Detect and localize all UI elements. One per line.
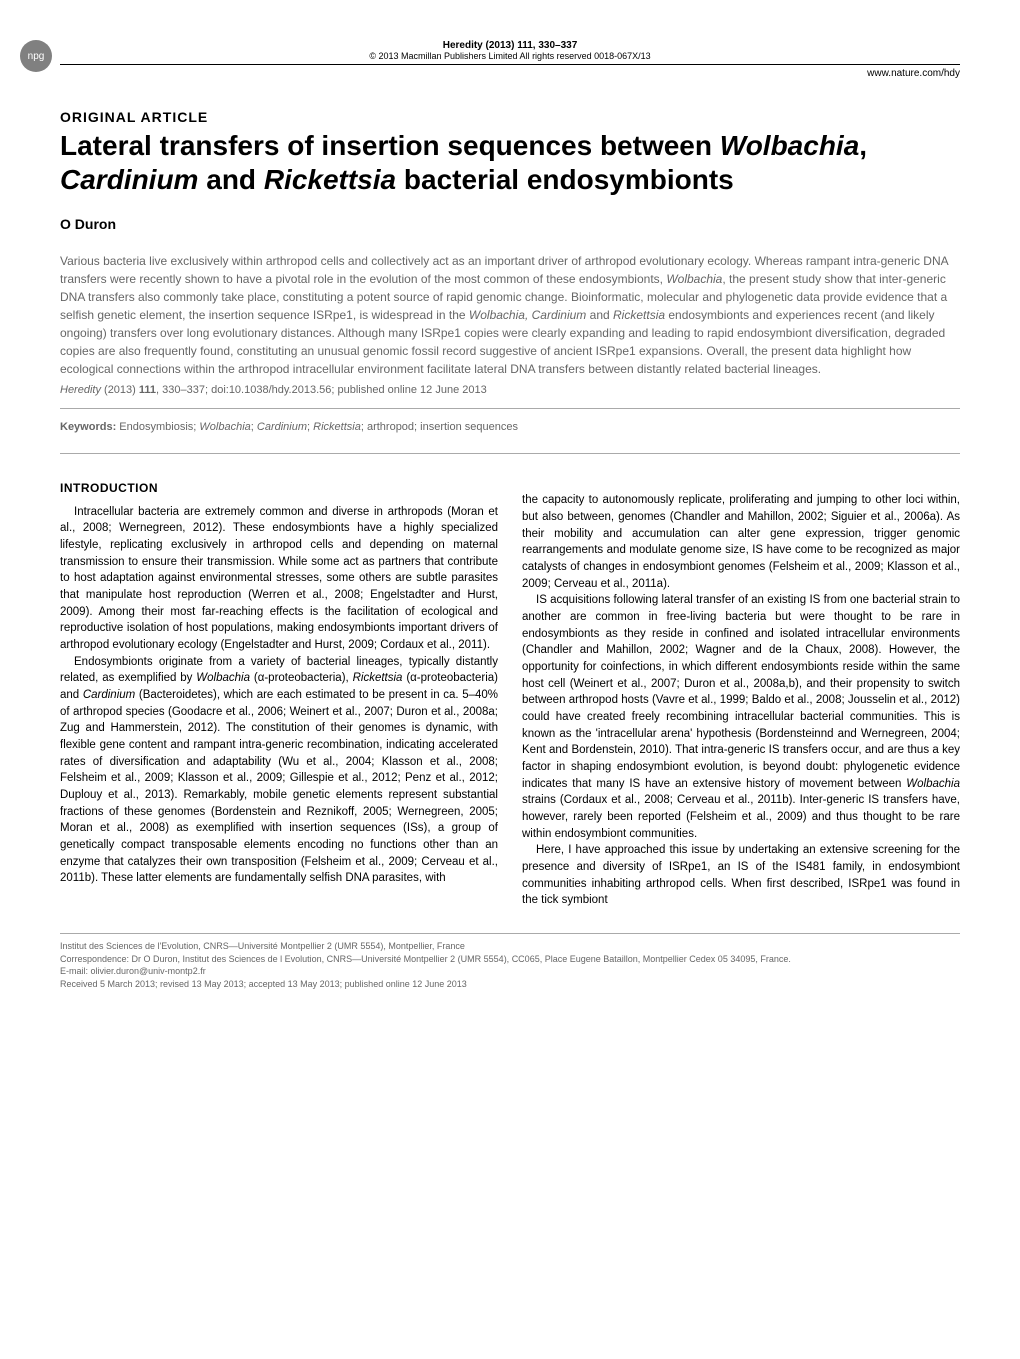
abstract-italic: Rickettsia (613, 308, 665, 322)
copyright-line: © 2013 Macmillan Publishers Limited All … (60, 51, 960, 61)
title-italic: Wolbachia (720, 130, 860, 161)
citation-journal: Heredity (60, 384, 101, 396)
keywords-italic: Rickettsia (313, 421, 361, 433)
body-paragraph: Here, I have approached this issue by un… (522, 842, 960, 909)
body-paragraph: Endosymbionts originate from a variety o… (60, 654, 498, 887)
author-name: O Duron (60, 216, 960, 232)
title-text: bacterial endosymbionts (396, 164, 734, 195)
body-paragraph: Intracellular bacteria are extremely com… (60, 504, 498, 654)
section-divider (60, 453, 960, 454)
correspondence-line: Correspondence: Dr O Duron, Institut des… (60, 953, 960, 966)
section-title: INTRODUCTION (60, 480, 498, 497)
page-footer: Institut des Sciences de l'Evolution, CN… (60, 933, 960, 990)
body-text: (α-proteobacteria), (250, 672, 353, 684)
journal-url: www.nature.com/hdy (60, 68, 960, 79)
keywords-line: Keywords: Endosymbiosis; Wolbachia; Card… (60, 421, 960, 433)
body-paragraph: the capacity to autonomously replicate, … (522, 492, 960, 592)
abstract-italic: Wolbachia (666, 272, 722, 286)
section-divider (60, 408, 960, 409)
body-text: IS acquisitions following lateral transf… (522, 594, 960, 789)
abstract: Various bacteria live exclusively within… (60, 252, 960, 378)
keywords-label: Keywords: (60, 421, 116, 433)
affiliation-line: Institut des Sciences de l'Evolution, CN… (60, 940, 960, 953)
abstract-italic: Wolbachia, Cardinium (469, 308, 586, 322)
title-text: and (198, 164, 263, 195)
right-column: the capacity to autonomously replicate, … (522, 464, 960, 909)
body-paragraph: IS acquisitions following lateral transf… (522, 592, 960, 842)
title-text: , (859, 130, 867, 161)
abstract-text: and (586, 308, 613, 322)
page-header: Heredity (2013) 111, 330–337 © 2013 Macm… (60, 40, 960, 79)
citation-line: Heredity (2013) 111, 330–337; doi:10.103… (60, 384, 960, 396)
body-italic: Wolbachia (196, 672, 250, 684)
body-italic: Wolbachia (906, 778, 960, 790)
body-text: (Bacteroidetes), which are each estimate… (60, 689, 498, 884)
title-text: Lateral transfers of insertion sequences… (60, 130, 720, 161)
footer-divider (60, 933, 960, 934)
left-column: INTRODUCTION Intracellular bacteria are … (60, 464, 498, 909)
keywords-italic: Wolbachia (199, 421, 250, 433)
article-type-label: ORIGINAL ARTICLE (60, 109, 960, 125)
body-italic: Rickettsia (353, 672, 403, 684)
citation-volume: 111 (139, 384, 156, 396)
email-line: E-mail: olivier.duron@univ-montp2.fr (60, 965, 960, 978)
journal-info: Heredity (2013) 111, 330–337 (60, 40, 960, 51)
header-divider (60, 64, 960, 65)
keywords-text: ; arthropod; insertion sequences (361, 421, 518, 433)
title-italic: Rickettsia (264, 164, 396, 195)
body-text: strains (Cordaux et al., 2008; Cerveau e… (522, 794, 960, 839)
article-title: Lateral transfers of insertion sequences… (60, 129, 960, 196)
keywords-text: Endosymbiosis; (116, 421, 199, 433)
citation-pages: , 330–337; doi:10.1038/hdy.2013.56; publ… (156, 384, 487, 396)
body-columns: INTRODUCTION Intracellular bacteria are … (60, 464, 960, 909)
keywords-italic: Cardinium (257, 421, 307, 433)
dates-line: Received 5 March 2013; revised 13 May 20… (60, 978, 960, 991)
publisher-badge: npg (20, 40, 52, 72)
citation-year: (2013) (101, 384, 139, 396)
title-italic: Cardinium (60, 164, 198, 195)
body-italic: Cardinium (83, 689, 135, 701)
